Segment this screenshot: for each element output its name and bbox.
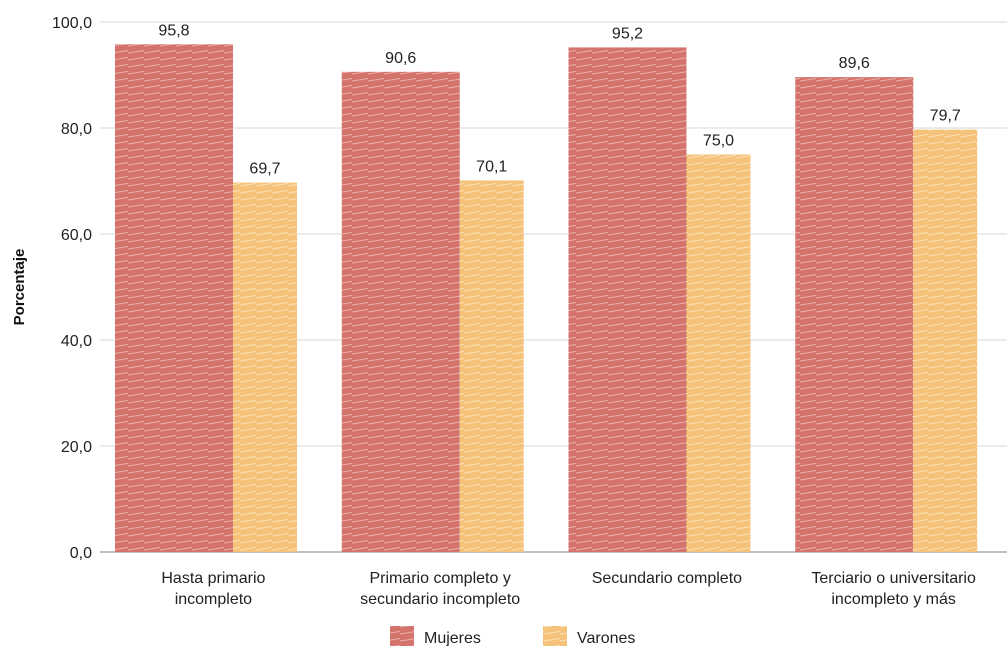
bar-varones <box>686 154 751 552</box>
category-label: Terciario o universitario incompleto y má… <box>811 570 976 608</box>
data-label: 70,1 <box>476 158 507 175</box>
bars <box>115 44 978 553</box>
bar-mujeres <box>795 77 914 553</box>
legend-swatch-varones <box>543 626 567 646</box>
y-tick-label: 40,0 <box>61 333 92 350</box>
y-axis-title: Porcentaje <box>11 249 28 326</box>
bar-varones <box>459 180 524 552</box>
data-label: 95,8 <box>158 22 189 39</box>
data-label: 79,7 <box>930 108 961 125</box>
data-label: 89,6 <box>839 55 870 72</box>
y-tick-label: 0,0 <box>70 545 92 562</box>
bar-mujeres <box>341 71 460 552</box>
category-label: Secundario completo <box>592 570 742 587</box>
y-axis-ticks: 0,0 20,0 40,0 60,0 80,0 100,0 <box>52 15 92 562</box>
y-tick-label: 20,0 <box>61 439 92 456</box>
legend-varones: Varones <box>577 630 635 646</box>
category-label: Hasta primario incompleto <box>161 570 265 608</box>
legend-swatch-mujeres <box>390 626 414 646</box>
data-label: 95,2 <box>612 25 643 42</box>
category-labels: Hasta primario incompleto Primario complet… <box>161 570 976 608</box>
category-label: Primario completo y secundario incompleto <box>360 570 520 608</box>
y-tick-label: 60,0 <box>61 227 92 244</box>
data-label: 69,7 <box>249 161 280 178</box>
data-label: 75,0 <box>703 133 734 150</box>
y-tick-label: 80,0 <box>61 121 92 138</box>
bar-mujeres <box>115 44 233 552</box>
data-label: 90,6 <box>385 50 416 67</box>
data-labels: 95,8 69,7 90,6 70,1 95,2 75,0 89,6 79,7 <box>158 22 960 177</box>
y-tick-label: 100,0 <box>52 15 92 32</box>
legend: Mujeres Varones <box>390 626 635 646</box>
bar-varones <box>233 182 297 552</box>
bar-varones <box>913 129 978 552</box>
bar-mujeres <box>568 47 687 552</box>
legend-mujeres: Mujeres <box>424 630 481 646</box>
